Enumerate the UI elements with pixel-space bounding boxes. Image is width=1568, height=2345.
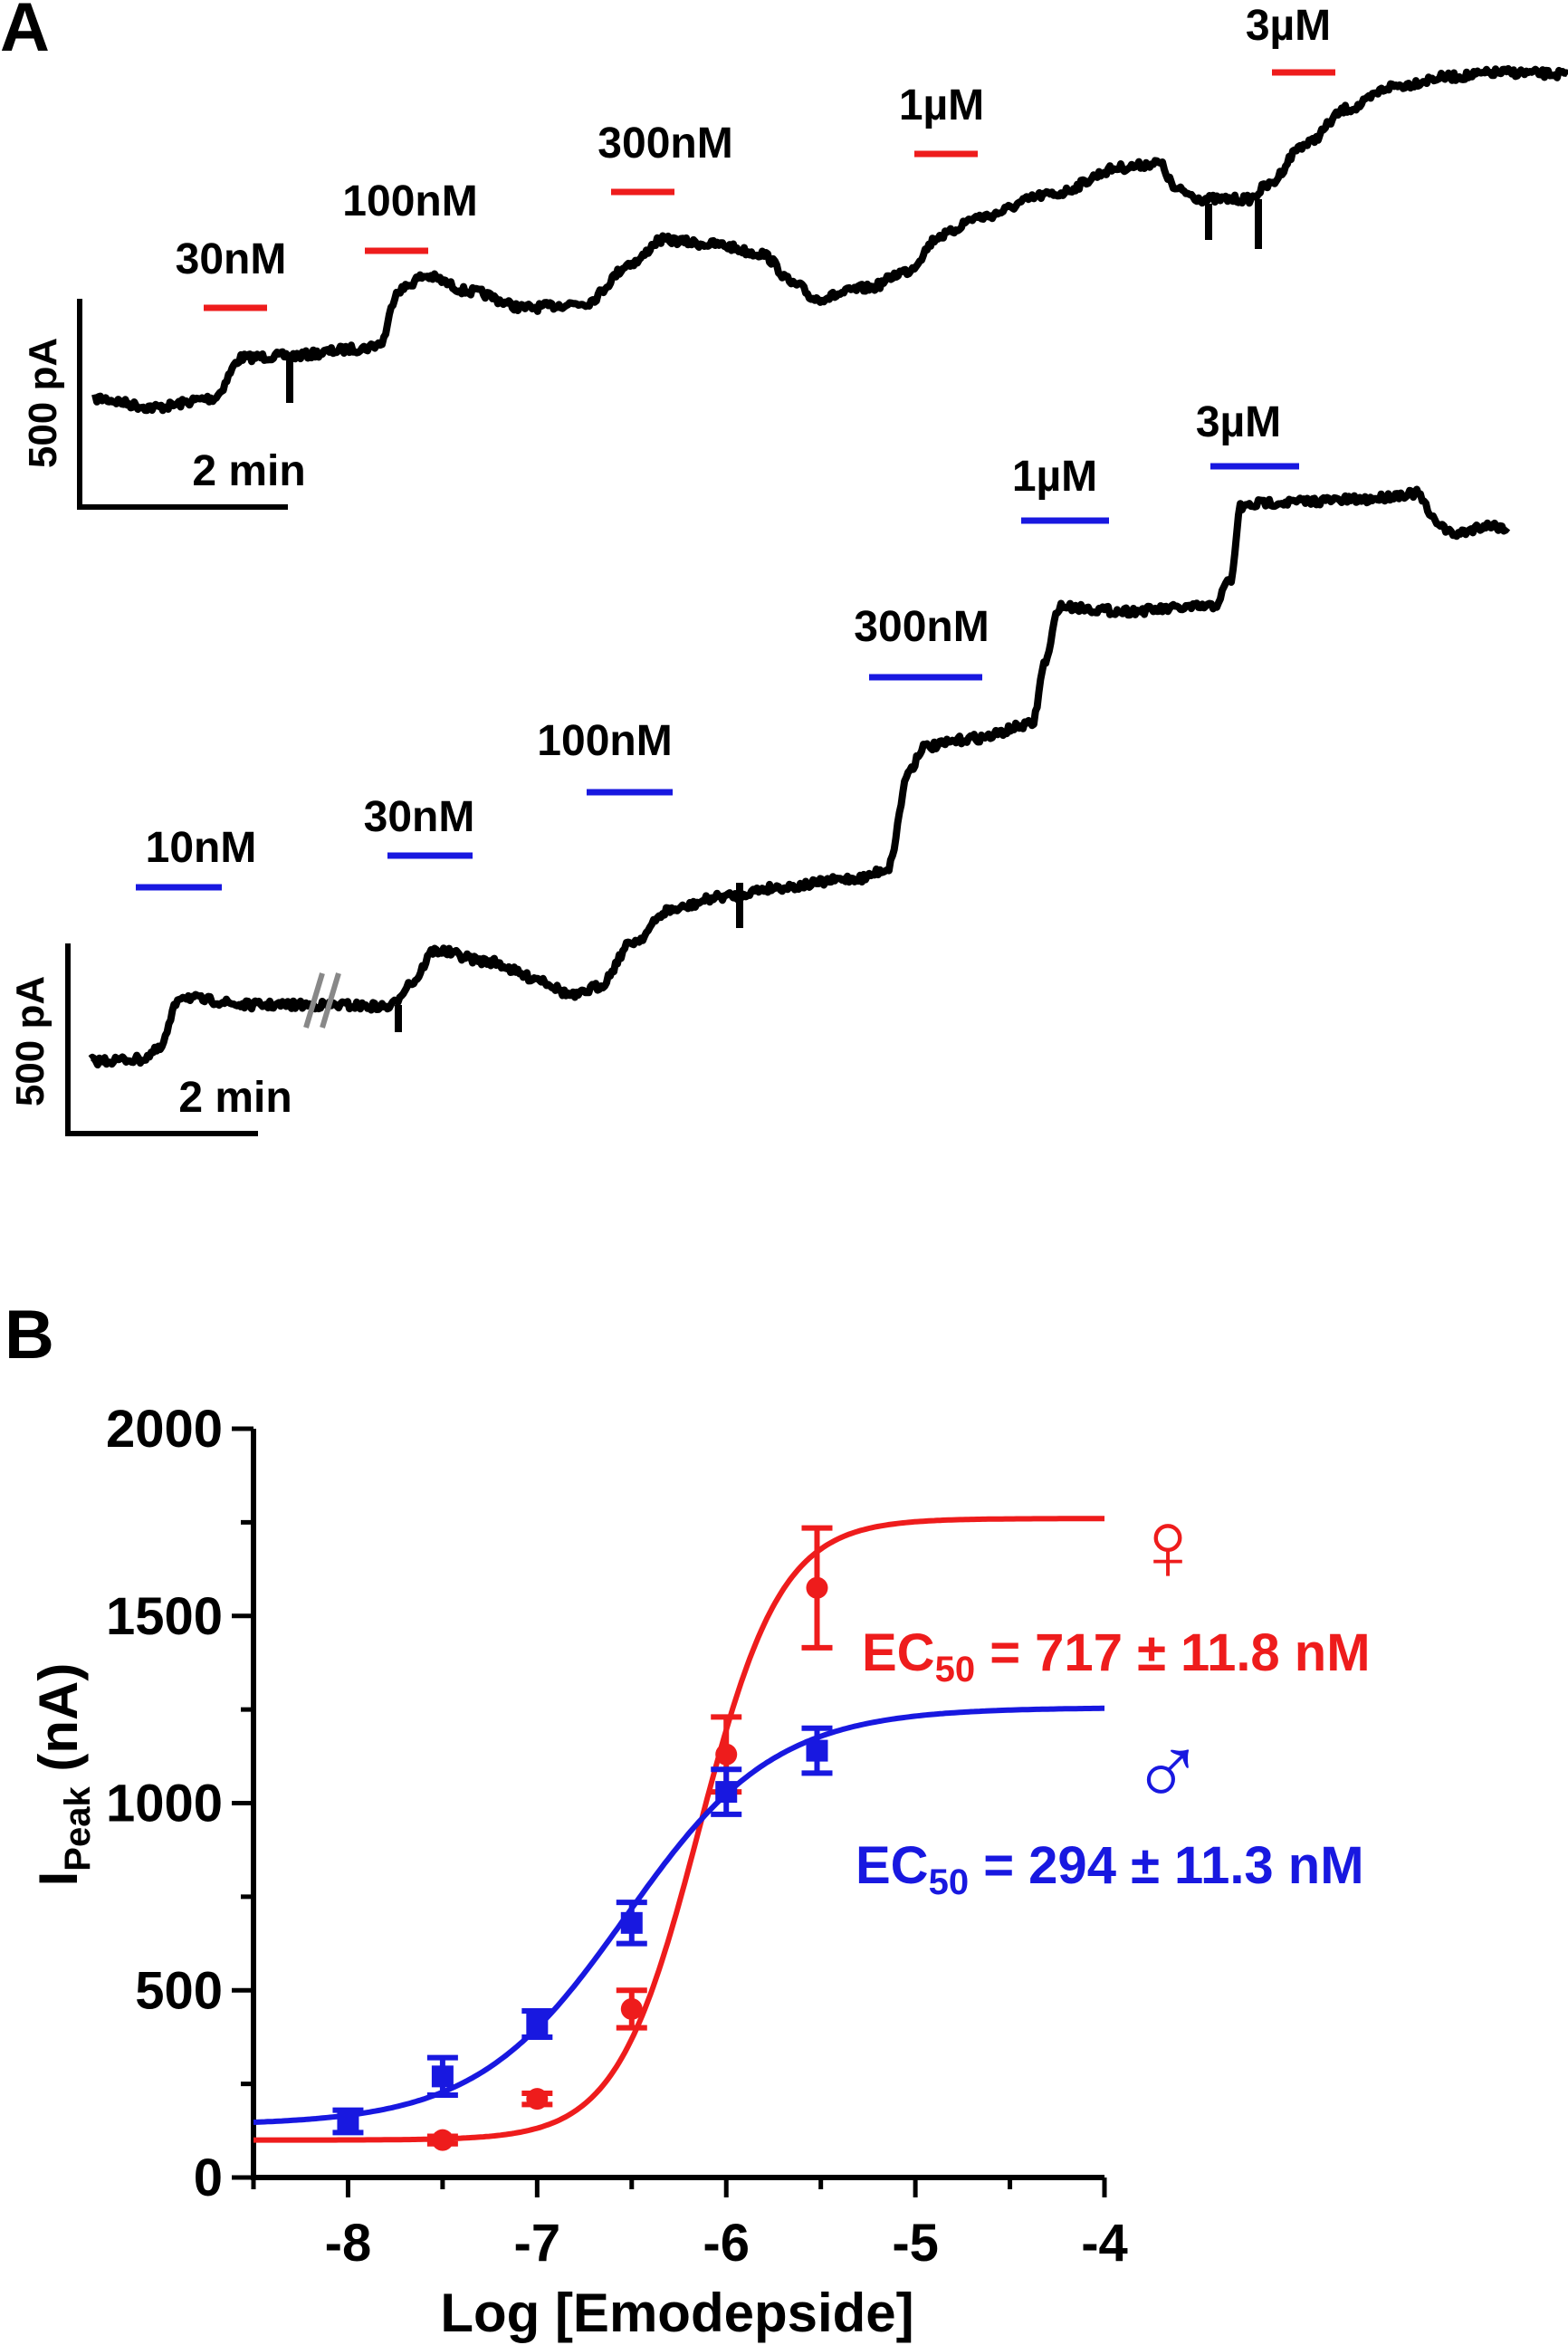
male-ec50-value: = 294 ± 11.3 nM [969, 1836, 1363, 1895]
female-scale-bar: 500 pA 2 min [21, 299, 306, 510]
x-tick-label: -4 [1081, 2214, 1128, 2273]
x-tick-label: -8 [325, 2214, 372, 2273]
x-tick-label: -7 [514, 2214, 561, 2273]
male-ec50-sub: 50 [929, 1862, 970, 1902]
trace-break-line-1 [303, 972, 325, 1029]
trace-break-marker [303, 972, 341, 1029]
panel-a-label: A [0, 0, 50, 66]
male-scale-y-label: 500 pA [8, 976, 53, 1106]
y-axis-label-main: I [28, 1871, 89, 1887]
x-tick-label: -5 [892, 2214, 939, 2273]
data-marks [332, 1525, 833, 2151]
x-axis-label: Log [Emodepside] [440, 2283, 913, 2343]
x-tick-label: -6 [703, 2214, 750, 2273]
female-ec50-label: EC50 = 717 ± 11.8 nM [862, 1623, 1371, 1689]
data-point-circle [715, 1743, 738, 1766]
panel-b: B -8 -7 -6 -5 -4 0 500 1000 1500 2000 Log [Emodep… [5, 1297, 1371, 2343]
male-symbol: ♂ [1131, 1712, 1206, 1823]
female-annotation: ♀ EC50 = 717 ± 11.8 nM [862, 1490, 1371, 1689]
data-point-circle [806, 1576, 828, 1599]
panel-a: A 30nM 100nM 300nM 1µM 3µM 500 pA 2 m [0, 0, 1568, 1136]
y-axis-label-rest: (nA) [28, 1663, 89, 1787]
female-label-300nm: 300nM [598, 120, 732, 168]
y-tick-label: 0 [194, 2149, 223, 2207]
female-label-100nm: 100nM [342, 177, 477, 225]
chart-axes: -8 -7 -6 -5 -4 0 500 1000 1500 2000 [106, 1400, 1128, 2273]
male-label-30nm: 30nM [364, 793, 475, 841]
y-axis-label-sub: Peak [58, 1786, 98, 1871]
y-tick-label: 500 [135, 1961, 223, 2020]
female-scale-y-label: 500 pA [21, 338, 65, 468]
female-scale-x-label: 2 min [192, 447, 305, 495]
trace-break-line-2 [320, 972, 341, 1029]
female-ec50-prefix: EC [862, 1623, 935, 1682]
data-point-square [431, 2065, 454, 2088]
data-point-square [337, 2110, 359, 2132]
female-application-bars [204, 69, 1335, 311]
male-label-300nm: 300nM [854, 603, 989, 651]
data-point-square [526, 2013, 549, 2035]
female-ec50-value: = 717 ± 11.8 nM [975, 1623, 1370, 1682]
male-label-3um: 3µM [1196, 398, 1281, 446]
y-tick-label: 1000 [106, 1775, 223, 1833]
female-label-30nm: 30nM [176, 235, 287, 283]
male-concentration-labels: 10nM 30nM 100nM 300nM 1µM 3µM [146, 398, 1282, 872]
y-tick-label: 2000 [106, 1400, 223, 1459]
data-point-circle [620, 1997, 643, 2020]
chart-plot: -8 -7 -6 -5 -4 0 500 1000 1500 2000 Log [Emodepsi… [28, 1400, 1128, 2343]
female-trace-group: 30nM 100nM 300nM 1µM 3µM 500 pA 2 min [21, 2, 1568, 510]
female-current-trace [91, 64, 1568, 415]
data-point-square [806, 1739, 828, 1762]
fit-curves [253, 1516, 1104, 2143]
female-scale-bar-lines [77, 299, 288, 510]
fit-curve-series-1 [253, 1705, 1104, 2125]
male-current-trace [88, 485, 1511, 1069]
data-point-square [715, 1781, 738, 1804]
female-ec50-sub: 50 [935, 1650, 976, 1689]
fit-curve-series-0 [253, 1516, 1104, 2143]
female-concentration-labels: 30nM 100nM 300nM 1µM 3µM [176, 2, 1332, 283]
male-ec50-label: EC50 = 294 ± 11.3 nM [856, 1836, 1364, 1902]
data-point-circle [526, 2088, 549, 2110]
male-scale-bar-lines [65, 943, 258, 1136]
male-label-10nm: 10nM [146, 824, 257, 872]
male-ec50-prefix: EC [856, 1836, 929, 1895]
female-label-1um: 1µM [899, 81, 984, 129]
female-label-3um: 3µM [1246, 2, 1331, 50]
male-label-1um: 1µM [1012, 453, 1097, 501]
female-symbol: ♀ [1131, 1490, 1206, 1602]
y-axis-label: IPeak (nA) [28, 1663, 98, 1887]
panel-b-label: B [5, 1297, 54, 1374]
male-label-100nm: 100nM [537, 717, 672, 765]
data-point-square [620, 1911, 643, 1934]
male-scale-x-label: 2 min [178, 1074, 292, 1122]
male-application-bars [136, 463, 1299, 891]
data-point-circle [431, 2129, 454, 2151]
male-annotation: ♂ EC50 = 294 ± 11.3 nM [856, 1712, 1364, 1902]
male-trace-group: 10nM 30nM 100nM 300nM 1µM 3µM 500 pA 2 m… [8, 398, 1511, 1136]
y-tick-label: 1500 [106, 1587, 223, 1646]
male-scale-bar: 500 pA 2 min [8, 943, 292, 1136]
